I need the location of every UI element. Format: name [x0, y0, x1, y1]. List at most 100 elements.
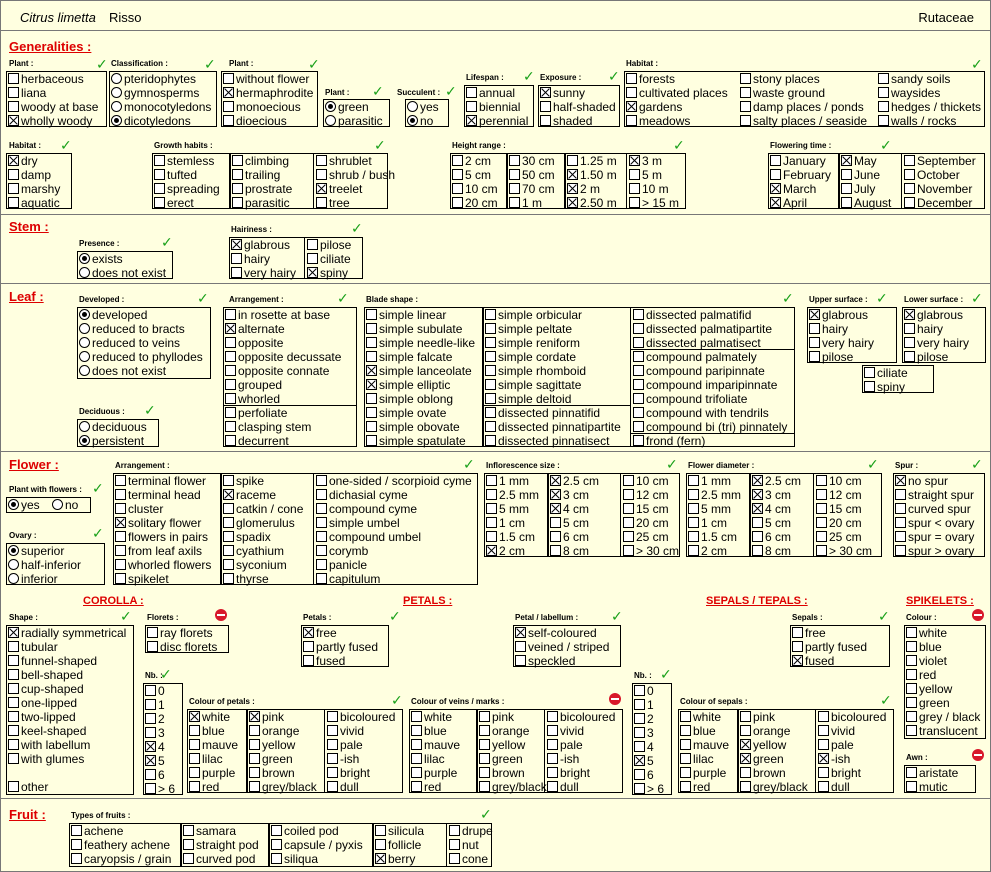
- checkbox-mark[interactable]: [740, 725, 751, 736]
- checkbox-mark[interactable]: [818, 781, 829, 792]
- checkbox-mark[interactable]: [449, 825, 460, 836]
- checkbox-mark[interactable]: [223, 73, 234, 84]
- checkbox-mark[interactable]: [509, 197, 520, 208]
- checkbox-mark[interactable]: [626, 73, 637, 84]
- checkbox-florets[interactable]: disc florets: [147, 640, 217, 654]
- checkbox-mark[interactable]: [327, 739, 338, 750]
- checkbox-mark[interactable]: [770, 197, 781, 208]
- checkbox-plant1[interactable]: herbaceous: [8, 72, 84, 86]
- checkbox-mark[interactable]: [626, 115, 637, 126]
- checkbox-spur[interactable]: spur < ovary: [895, 516, 974, 530]
- checkbox-mark[interactable]: [316, 517, 327, 528]
- checkbox-mark[interactable]: [485, 323, 496, 334]
- checkbox-mark[interactable]: [223, 101, 234, 112]
- checkbox-mark[interactable]: [486, 489, 497, 500]
- checkbox-arr_leaf_a[interactable]: opposite: [225, 336, 283, 350]
- checkbox-mark[interactable]: [183, 853, 194, 864]
- checkbox-mark[interactable]: [466, 87, 477, 98]
- checkbox-mark[interactable]: [816, 517, 827, 528]
- radio-mark[interactable]: [111, 115, 122, 126]
- checkbox-flow_c[interactable]: November: [904, 182, 972, 196]
- radio-pwf[interactable]: no: [52, 498, 78, 512]
- checkbox-mark[interactable]: [752, 517, 763, 528]
- checkbox-mark[interactable]: [8, 683, 19, 694]
- checkbox-blade_c1[interactable]: dissected palmatisect: [633, 336, 761, 350]
- checkbox-mark[interactable]: [878, 73, 889, 84]
- checkbox-mark[interactable]: [225, 393, 236, 404]
- radio-ovary[interactable]: superior: [8, 544, 64, 558]
- checkbox-inflo_a[interactable]: 5 mm: [486, 502, 529, 516]
- checkbox-cs_c[interactable]: -ish: [818, 752, 850, 766]
- checkbox-cv_a[interactable]: white: [411, 710, 452, 724]
- checkbox-mark[interactable]: [629, 155, 640, 166]
- checkbox-blade_c2[interactable]: compound trifoliate: [633, 392, 747, 406]
- checkbox-mark[interactable]: [626, 87, 637, 98]
- checkbox-mark[interactable]: [223, 503, 234, 514]
- checkbox-florets[interactable]: ray florets: [147, 626, 213, 640]
- checkbox-lower[interactable]: pilose: [904, 350, 948, 364]
- checkbox-mark[interactable]: [904, 323, 915, 334]
- checkbox-mark[interactable]: [633, 337, 644, 348]
- checkbox-cp_b[interactable]: orange: [249, 724, 299, 738]
- checkbox-arr_leaf_a[interactable]: opposite decussate: [225, 350, 341, 364]
- checkbox-diam_c[interactable]: 12 cm: [816, 488, 862, 502]
- checkbox-mark[interactable]: [550, 531, 561, 542]
- checkbox-mark[interactable]: [550, 517, 561, 528]
- checkbox-mark[interactable]: [740, 753, 751, 764]
- checkbox-lower[interactable]: hairy: [904, 322, 943, 336]
- radio-mark[interactable]: [79, 435, 90, 446]
- checkbox-fr_d[interactable]: follicle: [375, 838, 421, 852]
- checkbox-nb1[interactable]: 4: [145, 740, 165, 754]
- checkbox-mark[interactable]: [316, 573, 327, 584]
- checkbox-mark[interactable]: [485, 421, 496, 432]
- checkbox-mark[interactable]: [145, 741, 156, 752]
- checkbox-growth_a[interactable]: stemless: [154, 154, 214, 168]
- checkbox-mark[interactable]: [145, 699, 156, 710]
- checkbox-nb2[interactable]: > 6: [634, 782, 664, 796]
- checkbox-mark[interactable]: [154, 155, 165, 166]
- checkbox-mark[interactable]: [740, 73, 751, 84]
- checkbox-growth_b[interactable]: climbing: [232, 154, 289, 168]
- radio-mark[interactable]: [79, 365, 90, 376]
- checkbox-mark[interactable]: [895, 475, 906, 486]
- checkbox-mark[interactable]: [633, 309, 644, 320]
- checkbox-flow_a[interactable]: February: [770, 168, 831, 182]
- checkbox-mark[interactable]: [479, 739, 490, 750]
- checkbox-arr_fl_c[interactable]: panicle: [316, 558, 367, 572]
- checkbox-mark[interactable]: [8, 73, 19, 84]
- checkbox-upper[interactable]: hairy: [809, 322, 848, 336]
- checkbox-mark[interactable]: [623, 503, 634, 514]
- checkbox-plant2[interactable]: hermaphrodite: [223, 86, 313, 100]
- checkbox-mark[interactable]: [8, 115, 19, 126]
- checkbox-mark[interactable]: [115, 489, 126, 500]
- checkbox-cv_b[interactable]: pink: [479, 710, 514, 724]
- radio-mark[interactable]: [8, 545, 19, 556]
- checkbox-mark[interactable]: [809, 351, 820, 362]
- checkbox-mark[interactable]: [249, 767, 260, 778]
- checkbox-spk_colour[interactable]: violet: [906, 654, 947, 668]
- checkbox-mark[interactable]: [895, 531, 906, 542]
- checkbox-cs_b[interactable]: yellow: [740, 738, 786, 752]
- checkbox-mark[interactable]: [904, 155, 915, 166]
- checkbox-mark[interactable]: [740, 711, 751, 722]
- checkbox-arr_fl_a[interactable]: spikelet: [115, 572, 169, 586]
- checkbox-nb2[interactable]: 6: [634, 768, 654, 782]
- checkbox-mark[interactable]: [303, 641, 314, 652]
- checkbox-cv_b[interactable]: green: [479, 752, 523, 766]
- checkbox-blade_b1[interactable]: simple sagittate: [485, 378, 581, 392]
- checkbox-mark[interactable]: [225, 421, 236, 432]
- checkbox-blade_a[interactable]: simple lanceolate: [366, 364, 472, 378]
- checkbox-mark[interactable]: [816, 489, 827, 500]
- checkbox-mark[interactable]: [249, 711, 260, 722]
- checkbox-mark[interactable]: [633, 379, 644, 390]
- checkbox-nb1[interactable]: 0: [145, 684, 165, 698]
- checkbox-habitat1_a[interactable]: forests: [626, 72, 675, 86]
- checkbox-mark[interactable]: [225, 379, 236, 390]
- checkbox-spk_colour[interactable]: translucent: [906, 724, 978, 738]
- checkbox-spk_colour[interactable]: red: [906, 668, 936, 682]
- checkbox-height_d[interactable]: 10 m: [629, 182, 669, 196]
- checkbox-arr_leaf_a[interactable]: in rosette at base: [225, 308, 330, 322]
- checkbox-mark[interactable]: [145, 713, 156, 724]
- checkbox-height_c[interactable]: 2 m: [567, 182, 600, 196]
- checkbox-mark[interactable]: [818, 739, 829, 750]
